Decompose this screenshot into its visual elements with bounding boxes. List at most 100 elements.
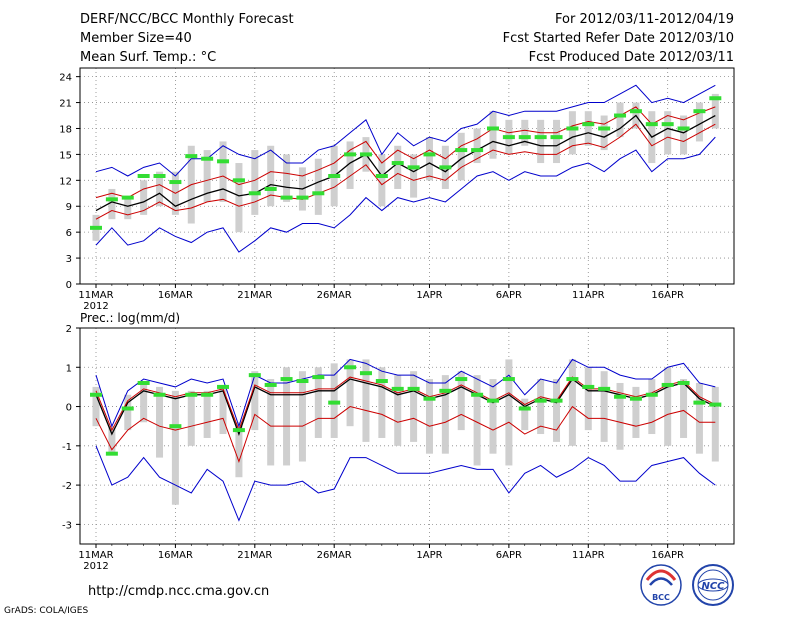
- prec-series-line-mean-minus-spread: [95, 405, 716, 464]
- temp-observed-marker: [153, 174, 166, 178]
- prec-xtick-label: 21MAR: [237, 550, 272, 561]
- prec-observed-marker: [105, 451, 118, 456]
- prec-observed-marker: [90, 392, 102, 397]
- prec-observed-marker: [201, 392, 214, 397]
- temp-ensemble-box: [425, 137, 433, 181]
- prec-xtick-label: 11MAR: [78, 550, 113, 561]
- prec-observed-marker: [312, 375, 325, 380]
- prec-observed-marker: [217, 384, 230, 389]
- temp-ensemble-box: [124, 197, 132, 220]
- temp-observed-marker: [296, 195, 309, 200]
- prec-ytick-label: 0: [66, 403, 72, 414]
- temp-ensemble-box: [568, 111, 576, 155]
- prec-ensemble-box: [584, 367, 592, 431]
- temp-ensemble-box: [521, 119, 529, 146]
- prec-xtick-label: 16MAR: [158, 550, 193, 561]
- temp-observed-marker: [566, 126, 579, 131]
- prec-ensemble-box: [410, 371, 418, 442]
- temp-ensemble-box: [537, 119, 545, 164]
- prec-observed-marker: [439, 388, 452, 393]
- temp-observed-marker: [375, 174, 388, 178]
- temp-year-label: 2012: [83, 301, 108, 312]
- prec-observed-marker: [550, 398, 563, 403]
- temp-ytick-label: 24: [59, 73, 72, 84]
- prec-ensemble-box: [553, 379, 561, 442]
- prec-ensemble-box: [203, 390, 211, 438]
- temp-ensemble-box: [283, 154, 291, 202]
- precipitation-panel: -3 -2 -1 0 1 2 11MAR 16MAR 21MAR 26MAR 1APR 6APR 11A…: [62, 324, 735, 572]
- prec-xtick-label: 1APR: [416, 550, 442, 561]
- prec-observed-marker: [407, 386, 420, 391]
- prec-observed-marker: [423, 396, 436, 401]
- temp-observed-marker: [217, 159, 230, 164]
- prec-observed-marker: [280, 377, 293, 382]
- temp-observed-marker: [137, 174, 150, 178]
- temp-ensemble-box: [314, 158, 322, 215]
- temp-ensemble-box: [235, 163, 243, 233]
- temp-ensemble-box: [553, 119, 561, 164]
- temp-observed-marker: [471, 148, 484, 153]
- prec-observed-marker: [629, 396, 642, 401]
- prec-ensemble-box: [425, 379, 433, 454]
- temp-observed-marker: [693, 109, 706, 114]
- forecast-period: For 2012/03/11-2012/04/19: [555, 12, 734, 27]
- prec-observed-marker: [566, 377, 579, 382]
- prec-observed-marker: [455, 377, 468, 382]
- variable-label: Mean Surf. Temp.: °C: [80, 50, 216, 65]
- prec-ytick-label: -3: [62, 520, 72, 531]
- prec-observed-marker: [359, 371, 372, 376]
- temp-observed-marker: [264, 186, 277, 191]
- prec-observed-marker: [296, 379, 309, 384]
- temp-ytick-label: 9: [66, 202, 72, 213]
- prec-year-label: 2012: [83, 561, 108, 572]
- temp-series-line-ensemble-max: [95, 84, 716, 177]
- temp-ensemble-box: [219, 141, 227, 202]
- bcc-logo-text: BCC: [652, 593, 670, 602]
- prec-xtick-label: 26MAR: [317, 550, 352, 561]
- temp-ensemble-box: [600, 115, 608, 151]
- prec-observed-marker: [693, 400, 706, 405]
- prec-observed-marker: [137, 380, 150, 385]
- temp-observed-marker: [344, 152, 357, 157]
- prec-xtick-label: 11APR: [572, 550, 605, 561]
- temp-series-line-ensemble-min: [95, 136, 716, 253]
- temp-ensemble-box: [489, 111, 497, 159]
- prec-ensemble-box: [394, 375, 402, 446]
- prec-observed-marker: [487, 398, 499, 403]
- prec-ytick-label: 2: [66, 324, 72, 335]
- temp-ensemble-box: [140, 180, 148, 215]
- prec-ensemble-box: [648, 379, 656, 435]
- temp-observed-marker: [487, 126, 499, 131]
- prec-observed-marker: [121, 406, 134, 411]
- prec-observed-marker: [677, 380, 690, 385]
- temp-ensemble-box: [680, 115, 688, 155]
- temp-ytick-label: 21: [59, 99, 72, 110]
- temp-ensemble-box: [695, 102, 703, 142]
- prec-ensemble-box: [283, 367, 291, 466]
- temp-observed-marker: [439, 165, 452, 170]
- temp-xtick-label: 21MAR: [237, 290, 272, 301]
- temp-observed-marker: [629, 109, 642, 114]
- temp-ensemble-box: [410, 154, 418, 198]
- temp-ensemble-box: [457, 132, 465, 181]
- temp-observed-marker: [312, 191, 325, 196]
- temp-observed-marker: [328, 174, 341, 178]
- temp-observed-marker: [121, 195, 134, 200]
- temp-observed-marker: [359, 152, 372, 157]
- temp-observed-marker: [232, 178, 245, 183]
- prec-plot-border: [79, 327, 735, 545]
- temp-series-line-mean-minus-spread: [95, 123, 716, 220]
- prec-ensemble-box: [346, 359, 354, 427]
- temp-series-line-ensemble-mean: [95, 114, 716, 212]
- ncc-logo-text: NCC: [701, 581, 725, 592]
- temp-xtick-label: 16APR: [651, 290, 684, 301]
- prec-ensemble-box: [664, 367, 672, 446]
- temp-observed-marker: [614, 113, 627, 118]
- temp-observed-marker: [582, 122, 595, 127]
- temp-observed-marker: [455, 148, 468, 153]
- prec-ensemble-box: [314, 367, 322, 438]
- temp-ensemble-box: [473, 128, 481, 164]
- prec-ensemble-box: [156, 386, 164, 458]
- prec-ensemble-box: [108, 426, 116, 454]
- prec-ensemble-box: [537, 379, 545, 435]
